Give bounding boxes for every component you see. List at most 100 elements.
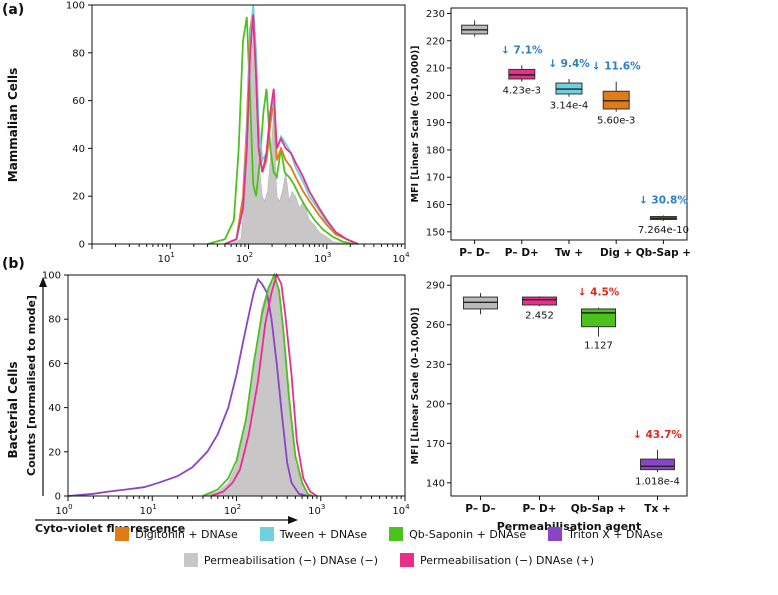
- y-tick-label: 0: [55, 492, 61, 503]
- x-tick-exponent: 3: [321, 503, 325, 511]
- histogram-line-qbsaponin: [202, 272, 313, 497]
- histogram-fill-control-neg: [230, 16, 351, 245]
- box-reduction: ↓ 7.1%: [501, 44, 543, 56]
- box-reduction: ↓ 30.8%: [639, 194, 688, 206]
- box-pd_minus: [463, 293, 498, 315]
- box-digitonin: 5.60e-3 ↓ 11.6%: [592, 61, 641, 127]
- x-tick-label: P– D–: [459, 247, 490, 259]
- histogram-line-control_pos: [210, 272, 318, 497]
- legend-label-tween: Tween + DNAse: [279, 527, 368, 541]
- legend-swatch-control-pos: [400, 553, 414, 567]
- legend-swatch-qbsaponin: [389, 527, 404, 541]
- y-tick-label: 100: [42, 271, 61, 282]
- y-tick-label: 230: [426, 360, 445, 371]
- x-tick-exponent: 2: [249, 251, 253, 259]
- y-tick-label: 60: [48, 359, 61, 370]
- legend-swatch-digitonin: [115, 527, 130, 541]
- x-tick-exponent: 0: [68, 503, 72, 511]
- y-tick-label: 80: [48, 315, 61, 326]
- legend-label-tritonx: Triton X + DNAse: [568, 527, 663, 541]
- x-tick-label: P– D+: [522, 503, 556, 515]
- histogram-line-qbsaponin: [207, 16, 354, 245]
- x-tick-label: Tx +: [644, 503, 670, 515]
- y-tick-label: 140: [426, 478, 445, 489]
- box-body: [640, 458, 675, 471]
- x-tick-label: 103: [308, 503, 325, 517]
- y-tick-label: 290: [426, 281, 445, 292]
- y-tick-label: 0: [79, 240, 85, 251]
- box-tween: 3.14e-4 ↓ 9.4%: [548, 58, 590, 112]
- y-tick-label: 200: [426, 399, 445, 410]
- y-axis-label: Counts [normalised to mode]: [25, 295, 38, 476]
- row-label-bacterial: Bacterial Cells: [6, 362, 20, 459]
- legend-label-control-pos: Permeabilisation (−) DNAse (+): [420, 553, 595, 567]
- x-tick-label: Qb-Sap +: [636, 247, 691, 259]
- legend-row-1: Digitonin + DNAse Tween + DNAse Qb-Sapon…: [0, 527, 778, 541]
- box-reduction: ↓ 43.7%: [633, 429, 682, 441]
- x-tick-label: P– D–: [465, 503, 496, 515]
- x-tick-exponent: 1: [152, 503, 156, 511]
- x-tick-label: Tw +: [555, 247, 583, 259]
- box-pvalue: 5.60e-3: [597, 116, 635, 127]
- box-pvalue: 7.264e-10: [638, 225, 689, 236]
- box-pvalue: 3.14e-4: [550, 101, 588, 112]
- box-pvalue: 1.127: [584, 341, 613, 352]
- legend-item-control-neg: Permeabilisation (−) DNAse (−): [183, 553, 378, 567]
- x-tick-label: 102: [236, 251, 253, 265]
- legend-swatch-tween: [259, 527, 274, 541]
- legend-item-tritonx: Triton X + DNAse: [548, 527, 663, 541]
- x-tick-label: 101: [140, 503, 157, 517]
- x-tick-label: Qb-Sap +: [571, 503, 626, 515]
- y-tick-label: 170: [426, 439, 445, 450]
- y-tick-label: 190: [426, 118, 445, 129]
- y-tick-label: 100: [66, 1, 85, 12]
- x-axis-arrowhead: [288, 516, 298, 524]
- legend-item-tween: Tween + DNAse: [259, 527, 368, 541]
- histogram-line-tritonx: [67, 277, 308, 497]
- box-control_pos: 2.452: [522, 296, 557, 321]
- panel-label-a: (a): [2, 2, 24, 18]
- y-axis-label: MFI [Linear Scale (0–10,000)]: [410, 308, 421, 465]
- panel-label-b: (b): [2, 256, 25, 272]
- box-tritonx: 1.018e-4 ↓ 43.7%: [633, 429, 682, 487]
- y-tick-label: 180: [426, 145, 445, 156]
- box-control_pos: 4.23e-3 ↓ 7.1%: [501, 44, 543, 96]
- box-pvalue: 2.452: [525, 310, 554, 321]
- box-reduction: ↓ 9.4%: [548, 58, 590, 70]
- y-tick-label: 20: [72, 192, 85, 203]
- box-qbsaponin: 1.127 ↓ 4.5%: [578, 287, 620, 352]
- y-tick-label: 210: [426, 64, 445, 75]
- legend-row-2: Permeabilisation (−) DNAse (−) Permeabil…: [0, 553, 778, 567]
- plot-frame: [67, 274, 406, 497]
- x-tick-label: P– D+: [505, 247, 539, 259]
- box-pd_minus: [461, 20, 489, 37]
- x-tick-exponent: 3: [327, 251, 331, 259]
- x-tick-label: 102: [224, 503, 241, 517]
- legend-item-qbsaponin: Qb-Saponin + DNAse: [389, 527, 526, 541]
- y-tick-label: 260: [426, 320, 445, 331]
- x-tick-label: 100: [55, 503, 72, 517]
- legend-swatch-control-neg: [183, 553, 198, 567]
- box-body: [522, 296, 557, 306]
- histogram-line-control_pos: [224, 14, 359, 245]
- y-tick-label: 230: [426, 9, 445, 20]
- x-tick-label: 104: [392, 503, 410, 517]
- y-tick-label: 40: [48, 403, 61, 414]
- legend-label-control-neg: Permeabilisation (−) DNAse (−): [203, 553, 378, 567]
- box-pvalue: 1.018e-4: [635, 476, 680, 487]
- x-tick-label: 101: [158, 251, 175, 265]
- x-tick-exponent: 4: [405, 251, 410, 259]
- row-label-mammalian: Mammalian Cells: [6, 68, 20, 183]
- y-tick-label: 20: [48, 447, 61, 458]
- x-tick-label: 104: [392, 251, 410, 265]
- x-tick-exponent: 2: [237, 503, 241, 511]
- boxplot-bacterial: 140 170 200 230 260 290 MFI [Linear Scale (0–1…: [410, 275, 688, 533]
- boxplot-mammalian: 150 160 170 180 190 200 210 220 230 MFI [Linear S…: [410, 7, 691, 259]
- legend-label-qbsaponin: Qb-Saponin + DNAse: [409, 527, 527, 541]
- y-tick-label: 80: [72, 48, 85, 59]
- y-tick-label: 60: [72, 96, 85, 107]
- box-body: [581, 308, 616, 328]
- legend-item-digitonin: Digitonin + DNAse: [115, 527, 238, 541]
